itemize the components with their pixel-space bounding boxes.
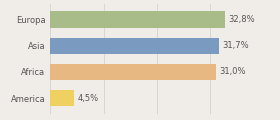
Text: 4,5%: 4,5% (78, 94, 99, 103)
Bar (50, 38, 220, 54)
Bar (50, 11, 225, 27)
Text: 32,8%: 32,8% (228, 15, 255, 24)
Bar (50, 90, 74, 106)
Text: 31,0%: 31,0% (219, 67, 246, 76)
Bar (50, 64, 216, 80)
Text: 31,7%: 31,7% (223, 41, 249, 50)
